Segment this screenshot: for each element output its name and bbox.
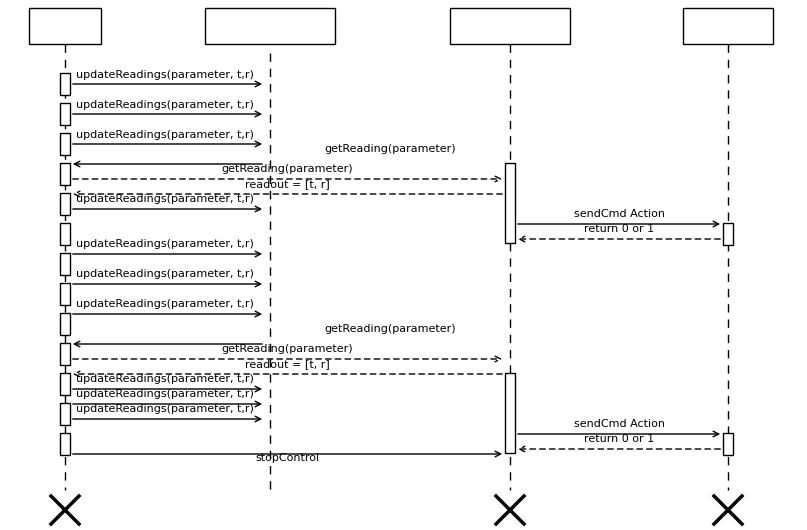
Text: return 0 or 1: return 0 or 1 bbox=[584, 434, 654, 444]
Bar bbox=[60, 133, 70, 155]
Text: medida: medida bbox=[41, 20, 89, 32]
Bar bbox=[505, 373, 515, 453]
Bar bbox=[450, 8, 570, 44]
Bar bbox=[60, 223, 70, 245]
Text: stopControl: stopControl bbox=[255, 453, 319, 463]
Text: getReading(parameter): getReading(parameter) bbox=[221, 344, 353, 354]
Bar bbox=[60, 343, 70, 365]
Bar bbox=[29, 8, 101, 44]
Bar bbox=[723, 433, 733, 455]
Bar bbox=[60, 73, 70, 95]
Bar bbox=[505, 163, 515, 243]
Text: equipment: equipment bbox=[694, 20, 762, 32]
Text: updateReadings(parameter, t,r): updateReadings(parameter, t,r) bbox=[76, 239, 254, 249]
Bar bbox=[683, 8, 773, 44]
Text: updateReadings(parameter, t,r): updateReadings(parameter, t,r) bbox=[76, 70, 254, 80]
Text: updateReadings(parameter, t,r): updateReadings(parameter, t,r) bbox=[76, 374, 254, 384]
Text: sendCmd Action: sendCmd Action bbox=[574, 209, 664, 219]
Text: updateReadings(parameter, t,r): updateReadings(parameter, t,r) bbox=[76, 100, 254, 110]
Text: return 0 or 1: return 0 or 1 bbox=[584, 224, 654, 234]
Bar bbox=[60, 283, 70, 305]
Text: updateReadings(parameter, t,r): updateReadings(parameter, t,r) bbox=[76, 130, 254, 140]
Text: getReading(parameter): getReading(parameter) bbox=[221, 164, 353, 174]
Text: getReading(parameter): getReading(parameter) bbox=[324, 324, 456, 334]
Bar bbox=[60, 253, 70, 275]
Bar bbox=[60, 163, 70, 185]
Text: updateReadings(parameter, t,r): updateReadings(parameter, t,r) bbox=[76, 194, 254, 204]
Bar bbox=[60, 433, 70, 455]
Text: updateReadings(parameter, t,r): updateReadings(parameter, t,r) bbox=[76, 389, 254, 399]
Text: readout = [t, r]: readout = [t, r] bbox=[245, 359, 329, 369]
Text: global variable: global variable bbox=[224, 12, 316, 24]
Bar bbox=[60, 313, 70, 335]
Text: updateReadings(parameter, t,r): updateReadings(parameter, t,r) bbox=[76, 269, 254, 279]
Bar bbox=[60, 193, 70, 215]
Bar bbox=[205, 8, 335, 44]
Text: getReading(parameter): getReading(parameter) bbox=[324, 144, 456, 154]
Text: state_parameter: state_parameter bbox=[458, 20, 562, 32]
Text: sendCmd Action: sendCmd Action bbox=[574, 419, 664, 429]
Text: readings: readings bbox=[243, 25, 297, 39]
Text: updateReadings(parameter, t,r): updateReadings(parameter, t,r) bbox=[76, 299, 254, 309]
Bar bbox=[60, 403, 70, 425]
Bar bbox=[60, 373, 70, 395]
Text: updateReadings(parameter, t,r): updateReadings(parameter, t,r) bbox=[76, 404, 254, 414]
Bar bbox=[60, 103, 70, 125]
Text: readout = [t, r]: readout = [t, r] bbox=[245, 179, 329, 189]
Bar bbox=[723, 223, 733, 245]
